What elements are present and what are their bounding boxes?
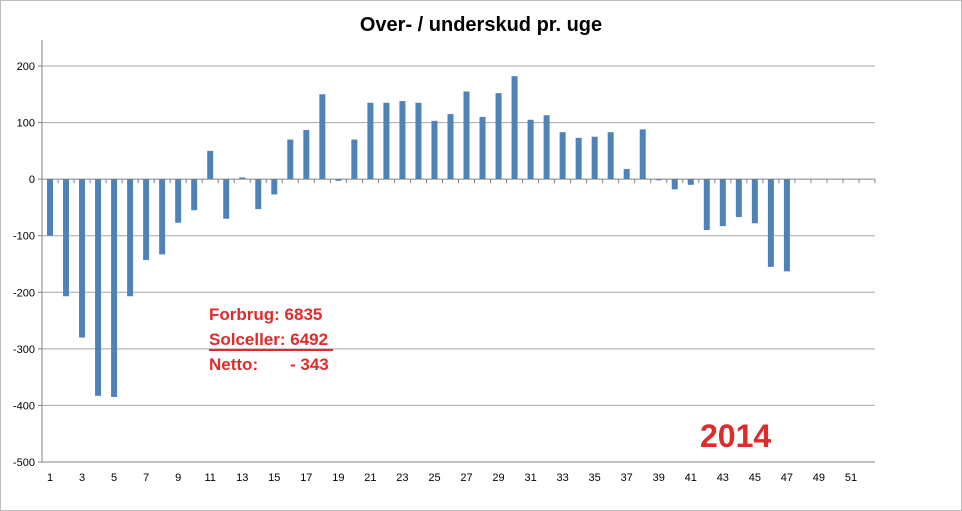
bar-week-42 [703,179,710,231]
bar-week-2 [63,179,70,297]
bar-week-5 [111,179,118,397]
x-tick-label: 19 [332,472,344,484]
bar-week-22 [383,102,390,180]
bar-week-31 [527,119,534,180]
y-tick-label: -300 [13,344,35,356]
annotation-netto-value: - 343 [290,355,329,374]
x-tick-label: 41 [685,472,697,484]
y-tick-label: -500 [13,457,35,469]
x-tick-label: 27 [460,472,472,484]
y-axis-ticks: 200 100 0 -100 -200 -300 -400 -500 [13,61,42,469]
bar-week-18 [319,94,326,180]
x-tick-label: 7 [143,472,149,484]
x-tick-label: 35 [589,472,601,484]
bar-week-3 [79,179,86,338]
x-tick-label: 23 [396,472,408,484]
x-tick-label: 47 [781,472,793,484]
x-tick-label: 21 [364,472,376,484]
bar-week-37 [623,168,630,180]
x-tick-label: 51 [845,472,857,484]
bar-week-47 [783,179,790,272]
bar-week-19 [335,179,342,181]
x-axis-ticks: 1 3 5 7 9 11 13 15 17 19 21 23 25 27 29 31 33 35 37 39 41 43 4… [47,472,857,484]
x-tick-label: 11 [204,472,215,484]
bar-week-27 [463,91,470,180]
bar-week-29 [495,93,502,180]
bar-week-39 [655,179,662,181]
bar-week-11 [207,150,214,180]
y-tick-label: 100 [17,118,35,130]
bar-week-1 [47,179,54,236]
bar-week-13 [239,177,246,180]
x-tick-label: 45 [749,472,761,484]
bar-week-17 [303,129,310,180]
bar-week-26 [447,114,454,180]
annotation-netto-label: Netto: [209,355,258,374]
gridlines [42,65,875,406]
x-tick-label: 3 [79,472,85,484]
bar-week-23 [399,101,406,180]
bar-week-14 [255,179,262,210]
y-tick-label: -400 [13,400,35,412]
bar-week-7 [143,179,150,261]
bar-week-16 [287,139,294,180]
bar-week-41 [687,179,694,185]
x-tick-label: 25 [428,472,440,484]
y-tick-label: -100 [13,231,35,243]
bar-week-28 [479,116,486,180]
x-tick-label: 15 [268,472,280,484]
x-tick-label: 1 [47,472,53,484]
annotation-solceller: Solceller: 6492 [209,330,328,349]
bar-week-8 [159,179,166,255]
x-tick-label: 9 [175,472,181,484]
bar-week-43 [719,179,726,227]
bar-week-38 [639,129,646,180]
bar-week-25 [431,120,438,180]
bar-week-33 [559,132,566,180]
bar-week-40 [671,179,678,190]
bar-week-21 [367,102,374,180]
x-tick-label: 39 [653,472,665,484]
bar-week-35 [591,136,598,180]
y-tick-label: 200 [17,61,35,73]
x-tick-label: 37 [621,472,633,484]
bar-week-32 [543,115,550,180]
bar-week-9 [175,179,182,223]
bar-week-36 [607,132,614,180]
bar-week-24 [415,102,422,180]
axes [41,40,876,463]
x-tick-label: 17 [300,472,312,484]
bar-week-45 [751,179,758,224]
annotation-year: 2014 [700,418,771,454]
x-tick-label: 31 [524,472,536,484]
bar-week-12 [223,179,230,219]
x-tick-label: 29 [492,472,504,484]
bar-week-46 [767,179,774,267]
bars [47,76,790,397]
x-tick-label: 43 [717,472,729,484]
bar-week-20 [351,139,358,180]
bar-week-4 [95,179,102,396]
x-tick-label: 49 [813,472,825,484]
annotation-forbrug: Forbrug: 6835 [209,305,322,324]
x-tick-label: 13 [236,472,248,484]
y-tick-label: 0 [29,174,35,186]
y-tick-label: -200 [13,287,35,299]
bar-week-10 [191,179,198,211]
bar-week-34 [575,137,582,180]
chart-title: Over- / underskud pr. uge [359,14,603,36]
bar-week-6 [127,179,134,297]
bar-week-44 [735,179,742,218]
bar-week-15 [271,179,278,195]
x-tick-label: 33 [557,472,569,484]
x-tick-label: 5 [111,472,117,484]
bar-week-30 [511,76,518,180]
